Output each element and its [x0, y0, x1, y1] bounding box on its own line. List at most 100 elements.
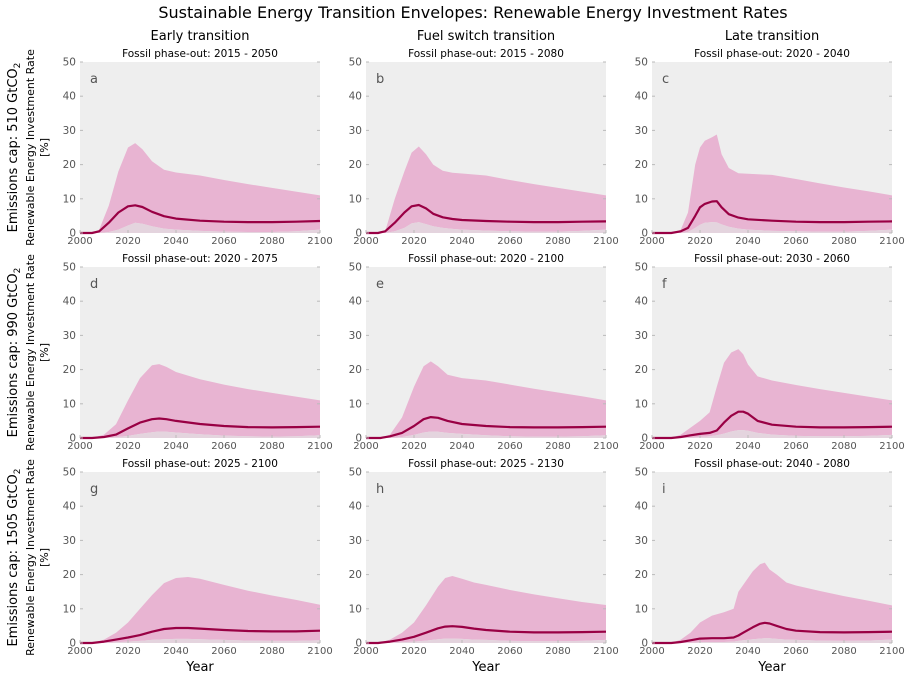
- y-tick-label: 10: [349, 603, 362, 615]
- x-tick-label: 2040: [449, 646, 474, 657]
- x-tick-label: 2000: [353, 646, 378, 657]
- x-tick-label: 2000: [67, 236, 92, 247]
- x-tick-label: 2100: [307, 646, 332, 657]
- envelope-band: [652, 134, 892, 233]
- x-tick-label: 2000: [639, 441, 664, 452]
- y-tick-label: 20: [63, 159, 76, 171]
- lower-band: [366, 222, 606, 233]
- panel-i: Fossil phase-out: 2040 - 2080 0 10 20 30 40 50…: [635, 458, 905, 675]
- y-tick-label: 10: [635, 603, 648, 615]
- x-tick-label: 2040: [163, 441, 188, 452]
- x-axis-label: Year: [471, 660, 500, 675]
- x-tick-label: 2100: [307, 441, 332, 452]
- x-tick-label: 2040: [449, 236, 474, 247]
- y-tick-label: 40: [635, 296, 648, 308]
- lower-band: [80, 431, 320, 438]
- panel-d: Fossil phase-out: 2020 - 2075 0 10 20 30 40 50…: [63, 253, 333, 452]
- x-tick-label: 2060: [497, 441, 522, 452]
- column-title: Late transition: [725, 29, 819, 44]
- lower-band: [652, 430, 892, 438]
- median-line: [80, 204, 321, 235]
- y-tick-label: 40: [349, 296, 362, 308]
- y-tick-label: 0: [69, 638, 76, 650]
- x-tick-label: 2000: [67, 441, 92, 452]
- x-tick-label: 2040: [163, 646, 188, 657]
- envelope-band: [366, 576, 606, 643]
- y-tick-label: 10: [63, 398, 76, 410]
- y-tick-label: 50: [635, 57, 648, 69]
- panel-subtitle: Fossil phase-out: 2025 - 2100: [122, 458, 278, 470]
- y-axis-unit: [%]: [38, 548, 51, 567]
- x-tick-label: 2020: [115, 646, 140, 657]
- y-tick-label: 50: [349, 262, 362, 274]
- median-line: [366, 625, 607, 645]
- envelope-band: [652, 349, 892, 438]
- y-tick-label: 30: [349, 125, 362, 137]
- panel-f: Fossil phase-out: 2030 - 2060 0 10 20 30 40 50…: [635, 253, 905, 452]
- x-tick-label: 2020: [401, 236, 426, 247]
- panel-subtitle: Fossil phase-out: 2020 - 2075: [122, 253, 278, 265]
- x-tick-label: 2000: [353, 441, 378, 452]
- x-tick-label: 2020: [401, 441, 426, 452]
- y-tick-label: 50: [635, 467, 648, 479]
- x-tick-label: 2080: [831, 236, 856, 247]
- lower-band: [366, 638, 606, 643]
- envelope-band: [652, 562, 892, 643]
- y-tick-label: 50: [635, 262, 648, 274]
- row-title: Emissions cap: 990 GtCO2: [6, 268, 23, 438]
- panel-e: Fossil phase-out: 2020 - 2100 0 10 20 30 40 50…: [349, 253, 619, 452]
- x-tick-label: 2080: [545, 441, 570, 452]
- y-tick-label: 10: [635, 398, 648, 410]
- x-tick-label: 2080: [545, 236, 570, 247]
- column-titles: Early transition Fuel switch transition La…: [151, 29, 820, 44]
- x-tick-label: 2060: [497, 236, 522, 247]
- column-title: Early transition: [151, 29, 250, 44]
- x-tick-label: 2100: [593, 646, 618, 657]
- x-tick-label: 2080: [259, 236, 284, 247]
- column-title: Fuel switch transition: [417, 29, 555, 44]
- y-tick-label: 20: [63, 569, 76, 581]
- x-tick-label: 2040: [735, 646, 760, 657]
- x-tick-label: 2020: [401, 646, 426, 657]
- x-tick-label: 2080: [831, 441, 856, 452]
- panel-b: Fossil phase-out: 2015 - 2080 0 10 20 30 40 50…: [349, 48, 619, 247]
- y-tick-label: 10: [349, 398, 362, 410]
- median-line: [652, 621, 893, 645]
- row-title: Emissions cap: 510 GtCO2: [6, 63, 23, 233]
- x-tick-label: 2040: [163, 236, 188, 247]
- median-line: [366, 203, 607, 235]
- y-tick-label: 30: [635, 535, 648, 547]
- x-tick-label: 2060: [783, 236, 808, 247]
- y-axis-label: Renewable Energy Investment Rate: [24, 49, 37, 246]
- envelope-band: [80, 364, 320, 438]
- panel-letter: c: [662, 72, 669, 87]
- y-axis-unit: [%]: [38, 138, 51, 157]
- y-tick-label: 10: [63, 193, 76, 205]
- panel-subtitle: Fossil phase-out: 2020 - 2040: [694, 48, 850, 60]
- x-tick-label: 2040: [735, 441, 760, 452]
- x-tick-label: 2020: [687, 441, 712, 452]
- panel-letter: a: [90, 72, 98, 87]
- x-tick-label: 2000: [639, 236, 664, 247]
- median-line: [652, 200, 893, 235]
- x-tick-label: 2100: [593, 441, 618, 452]
- lower-band: [652, 222, 892, 233]
- y-tick-label: 20: [635, 569, 648, 581]
- x-tick-label: 2000: [639, 646, 664, 657]
- y-tick-label: 30: [63, 330, 76, 342]
- panel-subtitle: Fossil phase-out: 2030 - 2060: [694, 253, 850, 265]
- panel-letter: f: [662, 277, 667, 292]
- panel-subtitle: Fossil phase-out: 2015 - 2080: [408, 48, 564, 60]
- x-axis-label: Year: [185, 660, 214, 675]
- y-tick-label: 50: [349, 57, 362, 69]
- y-tick-label: 50: [63, 262, 76, 274]
- median-line: [80, 417, 321, 440]
- y-tick-label: 0: [641, 638, 648, 650]
- x-tick-label: 2060: [783, 441, 808, 452]
- x-tick-label: 2100: [879, 236, 904, 247]
- y-tick-label: 40: [635, 91, 648, 103]
- x-tick-label: 2020: [115, 441, 140, 452]
- panel-letter: g: [90, 482, 98, 497]
- panel-c: Fossil phase-out: 2020 - 2040 0 10 20 30 40 50…: [635, 48, 905, 247]
